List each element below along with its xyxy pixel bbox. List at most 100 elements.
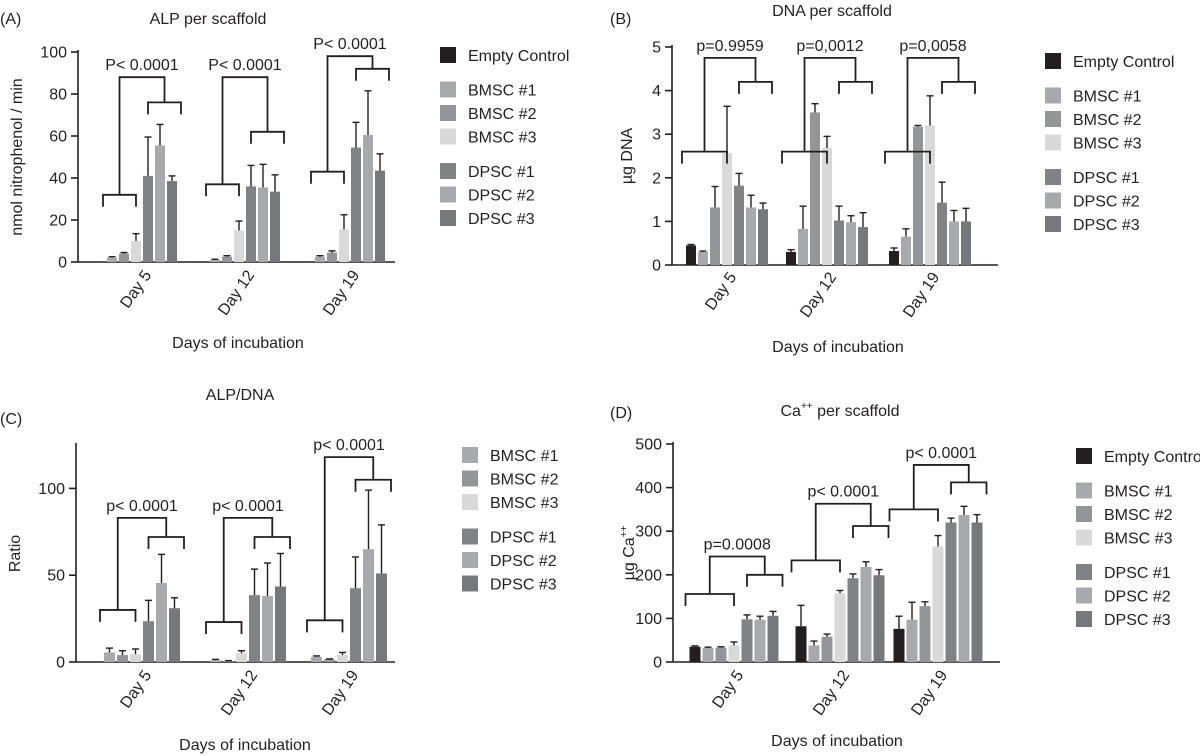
significance-bracket-top bbox=[912, 464, 970, 510]
p-value-label: P< 0.0001 bbox=[313, 36, 387, 53]
panel-A-alp-per-scaffold: (A) ALP per scaffold 0 20 40 60 80 100 nmol nitr… bbox=[0, 11, 569, 352]
significance-bracket-control bbox=[310, 170, 345, 184]
legend-swatch bbox=[462, 494, 478, 510]
panel-label: (B) bbox=[610, 11, 631, 28]
significance-bracket-control bbox=[205, 183, 240, 197]
legend-label: BMSC #3 bbox=[490, 495, 559, 512]
significance-bracket-dpsc bbox=[738, 80, 773, 94]
bar bbox=[958, 515, 970, 662]
x-tick-label: Day 12 bbox=[810, 667, 853, 718]
bar bbox=[722, 152, 732, 265]
chart-title-superscript: ++ bbox=[801, 401, 813, 412]
legend-swatch bbox=[1076, 506, 1092, 522]
bar bbox=[223, 661, 234, 662]
bar bbox=[315, 256, 325, 262]
bar bbox=[249, 595, 260, 662]
p-value-label: p< 0.0001 bbox=[313, 437, 385, 454]
legend-label: DPSC #3 bbox=[1073, 217, 1140, 234]
significance-bracket-dpsc bbox=[355, 67, 390, 81]
bar bbox=[889, 251, 899, 265]
legend-label: BMSC #1 bbox=[1073, 89, 1142, 106]
chart-title-suffix: per scaffold bbox=[813, 403, 900, 420]
bar bbox=[363, 134, 373, 262]
bar bbox=[847, 578, 859, 662]
x-axis-label: Days of incubation bbox=[771, 733, 903, 750]
panel-D-calcium-per-scaffold: (D) Ca++ per scaffold 0 100 200 300 400 500 µg C… bbox=[610, 401, 1200, 750]
bar bbox=[754, 619, 766, 662]
legend-swatch bbox=[1045, 87, 1061, 104]
bar bbox=[901, 236, 911, 265]
legend-swatch bbox=[440, 105, 456, 121]
significance-bracket-dpsc bbox=[838, 80, 873, 94]
bar bbox=[351, 147, 361, 262]
significance-bracket-control bbox=[888, 508, 939, 522]
legend-label: DPSC #2 bbox=[1073, 194, 1140, 211]
legend-label: Empty Control bbox=[1073, 54, 1174, 71]
legend-label: DPSC #1 bbox=[1104, 565, 1171, 582]
y-tick-label: 40 bbox=[49, 171, 67, 188]
bar bbox=[715, 647, 727, 662]
chart-title: Ca++ per scaffold bbox=[780, 401, 899, 420]
bar bbox=[710, 207, 720, 265]
bar bbox=[275, 586, 286, 662]
legend-swatch bbox=[1045, 192, 1061, 209]
bar bbox=[945, 522, 957, 662]
significance-bracket-control bbox=[205, 621, 243, 635]
y-tick-label: 50 bbox=[47, 568, 65, 585]
chart-title: ALP per scaffold bbox=[150, 11, 267, 28]
bar bbox=[155, 145, 165, 262]
p-value-label: P< 0.0001 bbox=[208, 57, 282, 74]
legend-swatch bbox=[462, 470, 478, 487]
y-tick-label: 300 bbox=[635, 524, 662, 541]
chart-title: ALP/DNA bbox=[206, 387, 275, 404]
panel-label: (A) bbox=[0, 11, 21, 28]
significance-bracket-dpsc bbox=[941, 80, 976, 94]
bar bbox=[698, 251, 708, 265]
bar bbox=[746, 207, 756, 265]
legend-label: BMSC #3 bbox=[468, 130, 537, 147]
bar bbox=[821, 636, 833, 662]
significance-bracket-dpsc bbox=[354, 478, 392, 492]
y-tick-label: 1 bbox=[652, 214, 661, 231]
y-tick-label: 100 bbox=[40, 45, 67, 62]
chart-title: DNA per scaffold bbox=[772, 3, 892, 20]
legend-swatch bbox=[1076, 587, 1092, 604]
significance-bracket-dpsc bbox=[250, 130, 285, 144]
p-value-label: p=0,0058 bbox=[899, 38, 966, 55]
bar bbox=[798, 228, 808, 265]
x-tick-label: Day 5 bbox=[117, 267, 155, 311]
legend-label: DPSC #3 bbox=[468, 211, 535, 228]
y-tick-label: 200 bbox=[635, 567, 662, 584]
legend-label: BMSC #2 bbox=[1104, 507, 1173, 524]
bar bbox=[262, 596, 273, 662]
bar bbox=[702, 648, 714, 662]
significance-bracket-top bbox=[803, 57, 857, 152]
x-tick-label: Day 19 bbox=[908, 667, 951, 718]
bar bbox=[949, 221, 959, 265]
y-tick-label: 0 bbox=[653, 655, 662, 672]
bar bbox=[913, 126, 923, 266]
bar bbox=[143, 621, 154, 662]
legend-swatch bbox=[440, 47, 456, 63]
significance-bracket-top bbox=[221, 76, 269, 185]
legend-label: DPSC #2 bbox=[1104, 589, 1171, 606]
p-value-label: p< 0.0001 bbox=[106, 498, 178, 515]
significance-bracket-top bbox=[708, 555, 766, 594]
y-tick-label: 5 bbox=[652, 40, 661, 57]
significance-bracket-dpsc bbox=[852, 525, 890, 538]
legend-label: Empty Control bbox=[468, 48, 569, 65]
significance-bracket-top bbox=[814, 502, 872, 561]
y-tick-label: 500 bbox=[635, 437, 662, 454]
significance-bracket-dpsc bbox=[746, 573, 784, 587]
y-axis-label: µg Ca++ bbox=[619, 525, 638, 580]
bar bbox=[258, 187, 268, 262]
bar bbox=[937, 202, 947, 265]
bar bbox=[925, 125, 935, 265]
bar bbox=[834, 593, 846, 662]
bar bbox=[834, 220, 844, 265]
p-value-label: p< 0.0001 bbox=[212, 498, 284, 515]
legend-label: BMSC #3 bbox=[1104, 531, 1173, 548]
bar bbox=[961, 221, 971, 265]
bar bbox=[339, 229, 349, 262]
legend-swatch bbox=[440, 163, 456, 179]
